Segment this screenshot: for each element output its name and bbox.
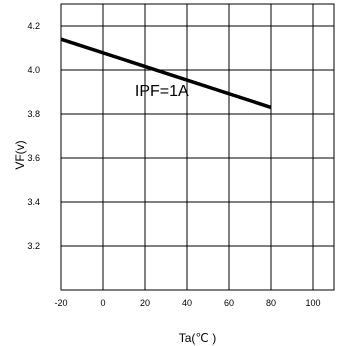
grid xyxy=(61,4,334,290)
y-tick-label: 4.0 xyxy=(27,65,40,75)
x-tick-label: 80 xyxy=(266,298,276,308)
x-tick-label: 20 xyxy=(140,298,150,308)
x-tick-label: 0 xyxy=(100,298,105,308)
y-tick-label: 3.2 xyxy=(27,241,40,251)
y-tick-label: 3.4 xyxy=(27,197,40,207)
x-axis-ticks: -20 0 20 40 60 80 100 xyxy=(54,298,320,308)
x-tick-label: 40 xyxy=(182,298,192,308)
y-tick-label: 3.8 xyxy=(27,109,40,119)
x-tick-label: -20 xyxy=(54,298,67,308)
x-tick-label: 100 xyxy=(305,298,320,308)
x-tick-label: 60 xyxy=(224,298,234,308)
series-line xyxy=(60,37,272,110)
y-tick-label: 4.2 xyxy=(27,21,40,31)
plot-area-frame xyxy=(60,3,335,291)
annotation-ipf: IPF=1A xyxy=(135,83,189,100)
series-layer xyxy=(60,37,272,110)
y-axis-ticks: 3.2 3.4 3.6 3.8 4.0 4.2 xyxy=(27,21,40,251)
y-axis-title: VF(v) xyxy=(13,140,27,169)
y-tick-label: 3.6 xyxy=(27,153,40,163)
x-axis-title: Ta(℃ ) xyxy=(179,331,216,345)
